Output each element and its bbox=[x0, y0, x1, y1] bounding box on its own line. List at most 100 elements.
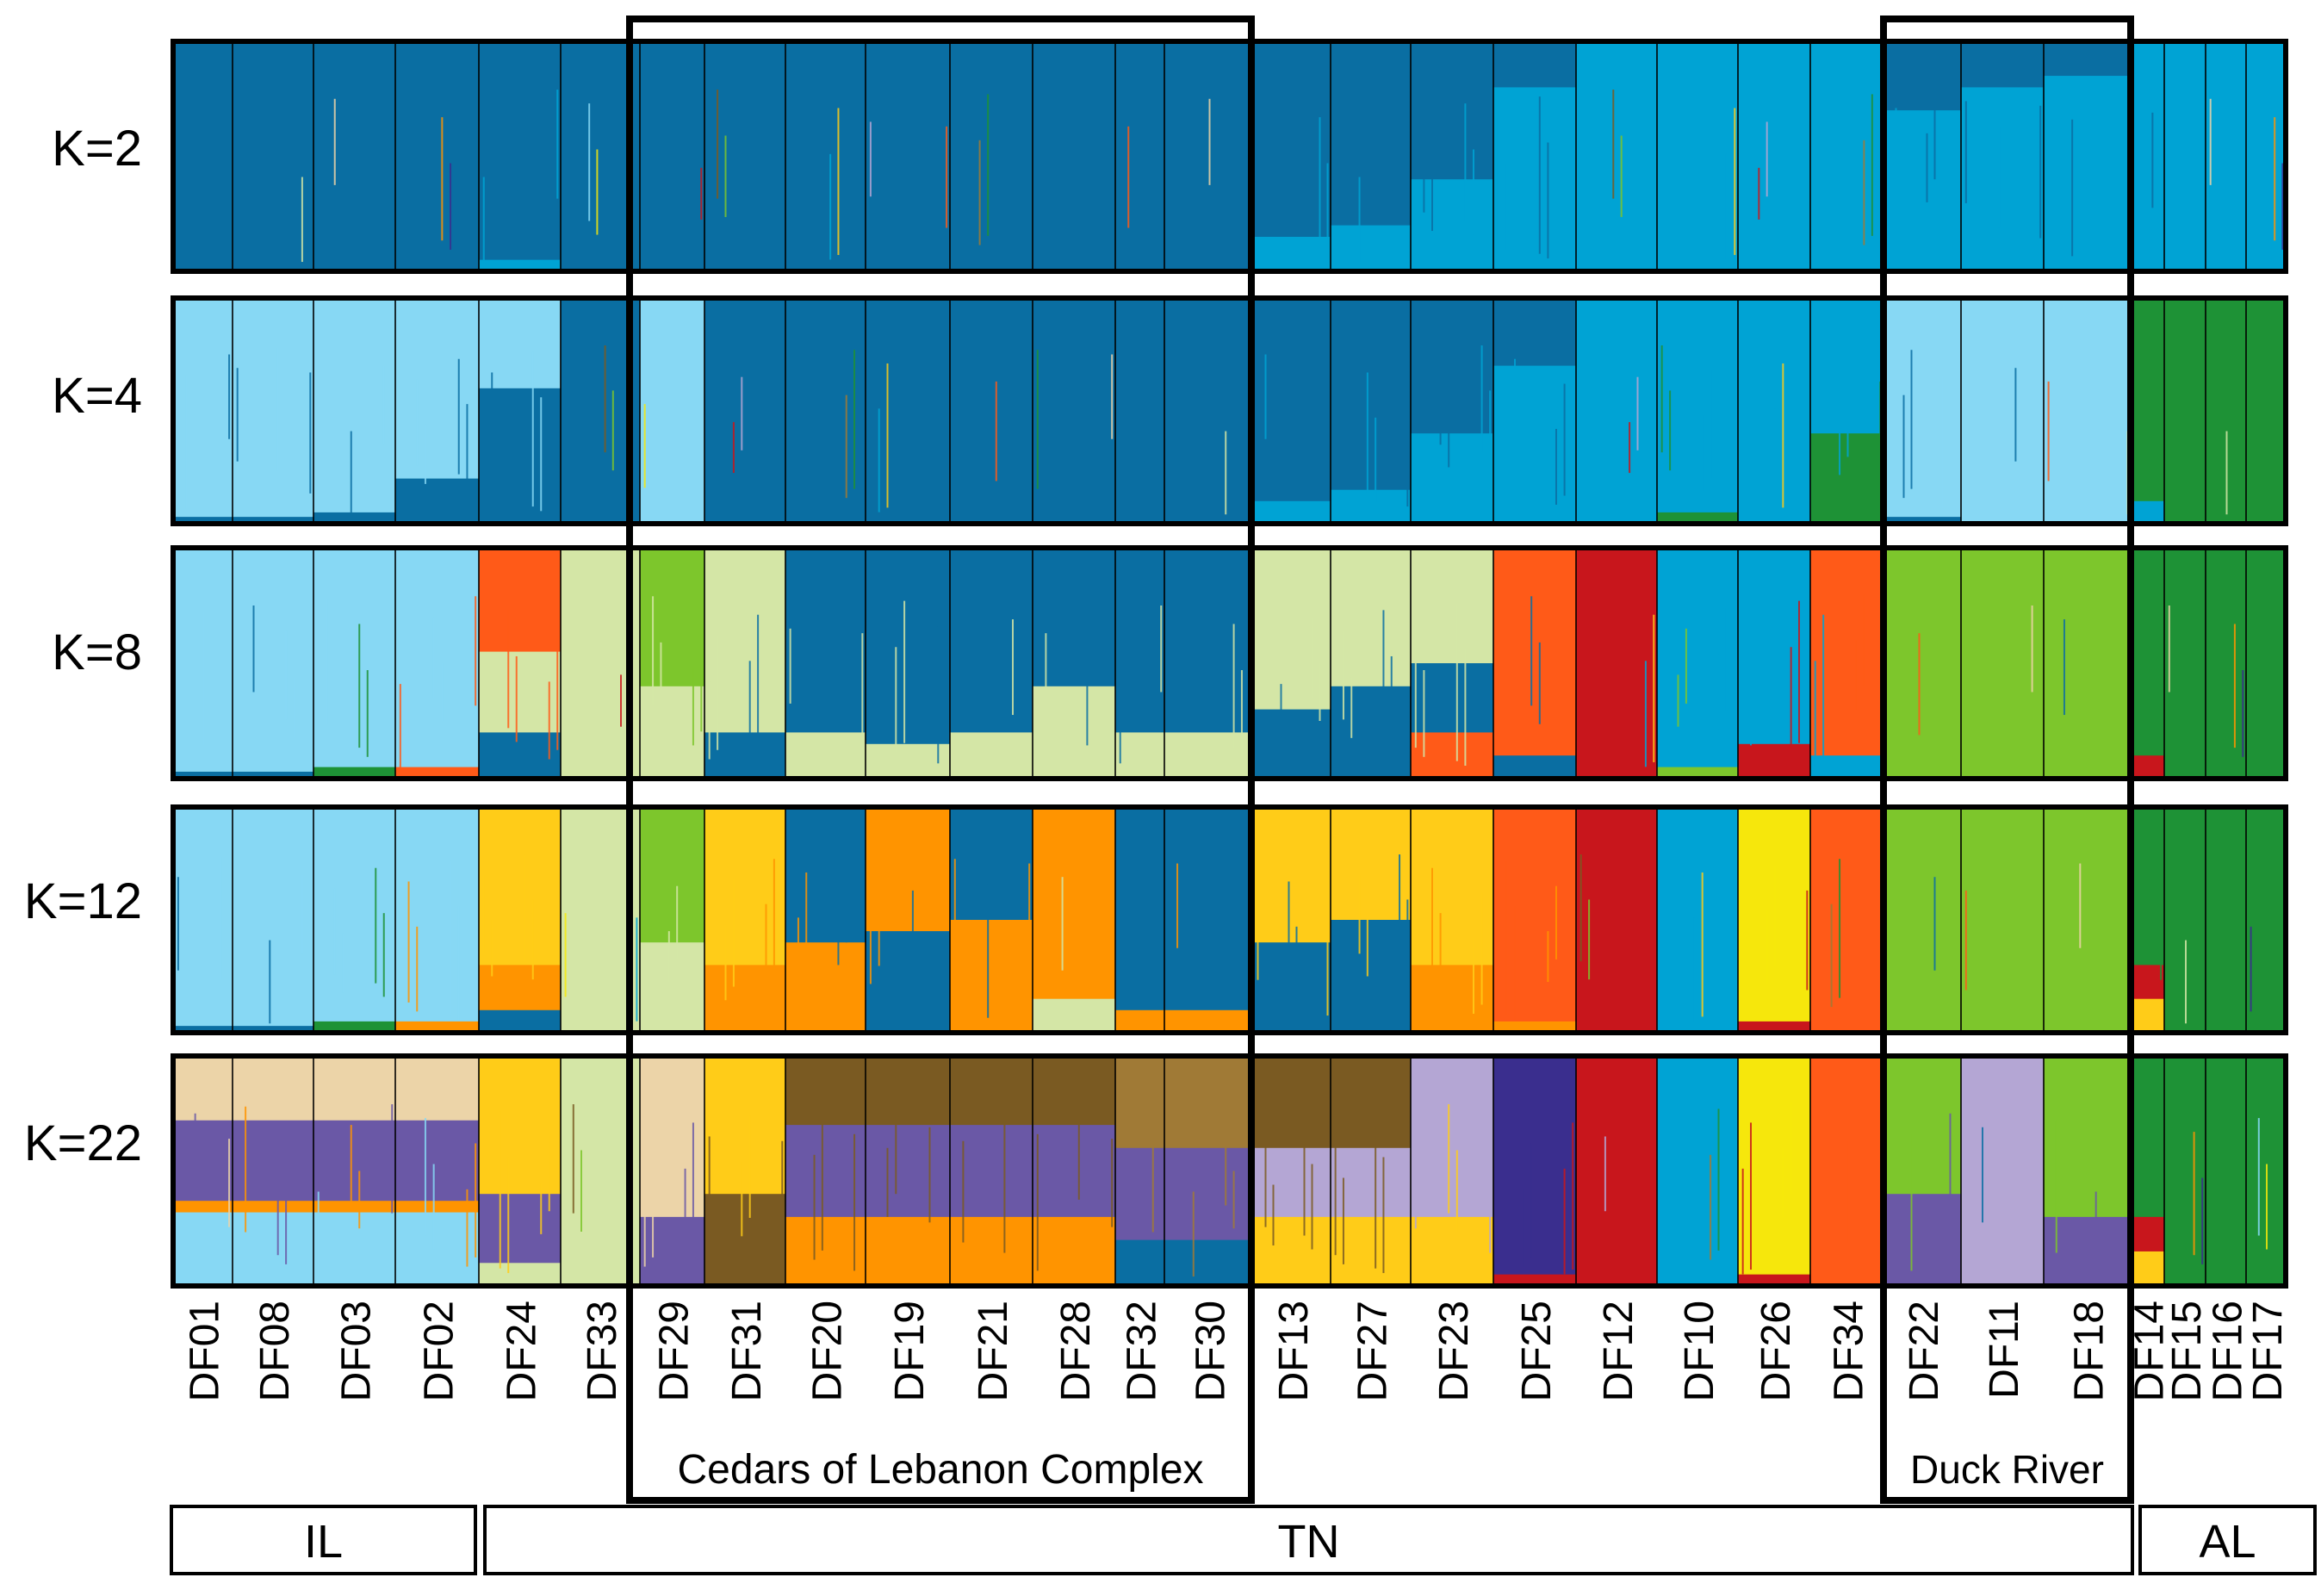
population-label-df14: DF14 bbox=[2127, 1301, 2173, 1401]
individual-streak bbox=[1375, 417, 1377, 503]
bar-segment-df15-blue bbox=[2164, 41, 2206, 272]
individual-streak bbox=[399, 684, 401, 770]
individual-streak bbox=[1717, 1109, 1720, 1251]
individual-streak bbox=[194, 1113, 196, 1200]
individual-streak bbox=[724, 924, 727, 1001]
bar-segment-df32-dark-blue bbox=[1115, 548, 1164, 733]
bar-segment-df30-brown bbox=[1164, 1056, 1253, 1149]
bar-segment-df03-light-blue bbox=[313, 298, 395, 513]
individual-streak bbox=[252, 605, 255, 692]
panel-k4 bbox=[171, 295, 2288, 526]
individual-streak bbox=[482, 874, 485, 954]
region-box-tn bbox=[483, 1505, 2134, 1575]
individual-streak bbox=[1448, 411, 1450, 468]
individual-streak bbox=[424, 1118, 426, 1236]
bar-segment-df16-blue bbox=[2206, 41, 2246, 272]
individual-streak bbox=[1036, 1133, 1039, 1271]
bar-segment-df23-dark-blue bbox=[1411, 298, 1493, 434]
individual-streak bbox=[741, 1161, 743, 1237]
bar-segment-df20-orange bbox=[785, 1216, 866, 1287]
individual-streak bbox=[515, 655, 518, 742]
bar-segment-df13-yellow bbox=[1253, 1216, 1331, 1287]
individual-streak bbox=[829, 153, 832, 260]
individual-streak bbox=[1225, 1125, 1227, 1206]
individual-streak bbox=[317, 1191, 320, 1277]
individual-streak bbox=[1538, 96, 1541, 254]
population-label-df21: DF21 bbox=[971, 1301, 1016, 1401]
panel-frame bbox=[171, 1053, 2288, 1289]
individual-streak bbox=[1790, 647, 1792, 753]
individual-streak bbox=[1077, 1113, 1080, 1200]
individual-streak bbox=[1530, 596, 1533, 706]
individual-streak bbox=[1620, 135, 1623, 217]
highlight-box-duck-river bbox=[1880, 16, 2134, 1504]
individual-streak bbox=[1382, 1157, 1385, 1274]
individual-streak bbox=[2281, 163, 2284, 250]
bar-segment-df17-green bbox=[2246, 298, 2286, 525]
individual-streak bbox=[202, 612, 205, 746]
individual-streak bbox=[1012, 619, 1014, 716]
bar-segment-df08-dark-blue bbox=[233, 1026, 313, 1034]
population-label-df27: DF27 bbox=[1350, 1301, 1396, 1401]
population-label-df28: DF28 bbox=[1053, 1301, 1099, 1401]
individual-streak bbox=[1003, 1120, 1006, 1253]
bar-segment-df15-green bbox=[2164, 298, 2206, 525]
individual-streak bbox=[1693, 917, 1696, 1022]
bar-segment-df31-dark-brown bbox=[704, 1194, 785, 1287]
individual-streak bbox=[978, 140, 981, 245]
individual-streak bbox=[652, 596, 655, 706]
bar-segment-df02-orange bbox=[395, 1201, 479, 1214]
individual-streak bbox=[708, 681, 711, 760]
bar-segment-df13-blue bbox=[1253, 500, 1331, 525]
individual-streak bbox=[978, 593, 981, 686]
individual-streak bbox=[1926, 133, 1928, 202]
bar-segment-df25-blue bbox=[1493, 365, 1576, 525]
bar-segment-df34-red-orange bbox=[1810, 548, 1883, 756]
bar-segment-df32-dark-blue bbox=[1115, 41, 1164, 272]
population-label-df12: DF12 bbox=[1596, 1301, 1641, 1401]
individual-streak bbox=[1439, 913, 1442, 997]
individual-streak bbox=[1151, 1106, 1154, 1233]
bar-segment-df29-lime bbox=[640, 807, 704, 943]
individual-streak bbox=[1414, 1171, 1417, 1229]
individual-streak bbox=[391, 1104, 394, 1214]
bar-segment-df22-lime bbox=[1883, 548, 1961, 779]
individual-streak bbox=[700, 167, 703, 220]
bar-segment-df19-dark-blue bbox=[866, 548, 950, 745]
bar-segment-df08-dark-blue bbox=[233, 771, 313, 779]
individual-streak bbox=[556, 635, 559, 750]
individual-streak bbox=[1918, 633, 1921, 736]
bar-segment-df14-blue bbox=[2131, 41, 2164, 272]
bar-segment-df24-dark-blue bbox=[479, 1009, 561, 1034]
population-label-df25: DF25 bbox=[1514, 1301, 1560, 1401]
individual-streak bbox=[1734, 108, 1736, 256]
bar-segment-df14-red bbox=[2131, 755, 2164, 779]
individual-streak bbox=[269, 940, 271, 1024]
individual-streak bbox=[1750, 668, 1752, 746]
individual-streak bbox=[1758, 167, 1760, 220]
bar-segment-df14-yellow bbox=[2131, 1251, 2164, 1287]
individual-streak bbox=[878, 408, 880, 512]
bar-segment-df02-tan bbox=[395, 1056, 479, 1121]
population-label-df30: DF30 bbox=[1188, 1301, 1234, 1401]
individual-streak bbox=[1982, 1127, 1983, 1223]
bar-segment-df13-dark-blue bbox=[1253, 41, 1331, 238]
bar-segment-df26-red bbox=[1738, 743, 1810, 779]
bar-segment-df14-yellow bbox=[2131, 998, 2164, 1034]
bar-segment-df19-pale-green bbox=[866, 743, 950, 779]
individual-streak bbox=[1406, 899, 1409, 980]
individual-streak bbox=[1538, 642, 1541, 724]
bar-segment-df08-light-blue bbox=[233, 807, 313, 1027]
bar-segment-df29-purple bbox=[640, 1216, 704, 1287]
individual-streak bbox=[326, 598, 328, 725]
individual-streak bbox=[1814, 661, 1816, 767]
individual-streak bbox=[1774, 408, 1776, 512]
bar-segment-df01-tan bbox=[173, 1056, 233, 1121]
bar-segment-df27-blue bbox=[1331, 489, 1411, 525]
individual-streak bbox=[596, 149, 599, 235]
individual-streak bbox=[1232, 624, 1235, 748]
bar-segment-df08-dark-blue bbox=[233, 517, 313, 525]
individual-streak bbox=[245, 1106, 247, 1233]
bar-segment-df28-dark-brown bbox=[1033, 1056, 1115, 1126]
